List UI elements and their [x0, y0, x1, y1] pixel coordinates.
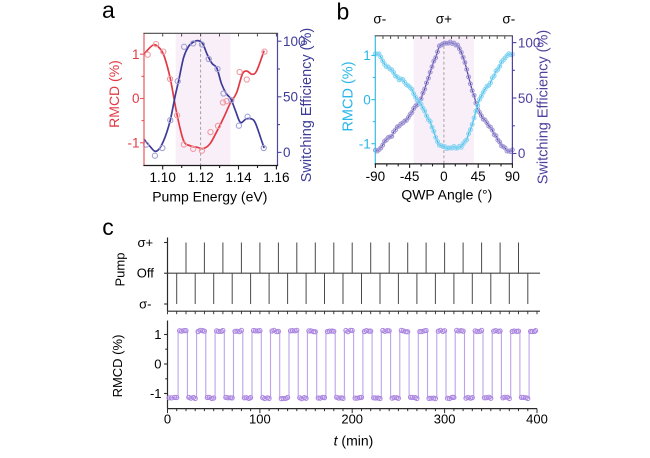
- svg-text:0: 0: [440, 169, 448, 184]
- svg-text:1.16: 1.16: [263, 170, 289, 185]
- svg-text:σ-: σ-: [373, 12, 386, 27]
- svg-text:σ+: σ+: [137, 235, 153, 250]
- svg-text:Switching Efficiency (%): Switching Efficiency (%): [299, 28, 315, 182]
- svg-text:t (min): t (min): [334, 433, 374, 449]
- svg-text:400: 400: [526, 412, 548, 427]
- svg-text:100: 100: [518, 35, 541, 50]
- svg-text:50: 50: [518, 91, 533, 106]
- svg-text:0: 0: [518, 146, 526, 161]
- svg-text:-1: -1: [127, 135, 139, 150]
- svg-text:-1: -1: [359, 136, 371, 151]
- svg-text:0: 0: [283, 145, 291, 160]
- svg-text:45: 45: [471, 169, 486, 184]
- svg-text:-90: -90: [366, 169, 386, 184]
- svg-text:Pump: Pump: [113, 253, 128, 287]
- svg-text:σ+: σ+: [436, 12, 452, 27]
- svg-text:Off: Off: [137, 266, 154, 281]
- svg-text:RMCD (%): RMCD (%): [110, 335, 125, 398]
- svg-text:1.10: 1.10: [150, 170, 176, 185]
- svg-text:50: 50: [283, 90, 298, 105]
- svg-text:0: 0: [363, 92, 371, 107]
- svg-text:100: 100: [249, 412, 271, 427]
- svg-text:1: 1: [132, 47, 140, 62]
- svg-text:-45: -45: [400, 169, 420, 184]
- svg-text:σ-: σ-: [502, 12, 515, 27]
- svg-text:1.12: 1.12: [187, 170, 213, 185]
- svg-text:-1: -1: [150, 386, 162, 401]
- svg-text:b: b: [337, 0, 350, 25]
- svg-text:RMCD (%): RMCD (%): [106, 60, 122, 128]
- svg-text:QWP Angle (°): QWP Angle (°): [401, 187, 492, 203]
- svg-text:1: 1: [154, 327, 161, 342]
- svg-text:200: 200: [341, 412, 363, 427]
- svg-text:σ-: σ-: [139, 297, 151, 312]
- svg-text:1.14: 1.14: [225, 170, 252, 185]
- svg-text:c: c: [102, 214, 114, 240]
- svg-text:100: 100: [283, 34, 306, 49]
- svg-text:300: 300: [434, 412, 456, 427]
- svg-text:Pump Energy (eV): Pump Energy (eV): [152, 189, 267, 205]
- svg-text:Switching Efficiency (%): Switching Efficiency (%): [536, 30, 552, 184]
- svg-text:90: 90: [505, 169, 520, 184]
- svg-text:a: a: [102, 0, 115, 23]
- svg-text:RMCD (%): RMCD (%): [341, 61, 357, 131]
- svg-text:0: 0: [154, 357, 161, 372]
- svg-text:0: 0: [132, 91, 140, 106]
- svg-text:0: 0: [164, 412, 171, 427]
- svg-text:1: 1: [363, 48, 371, 63]
